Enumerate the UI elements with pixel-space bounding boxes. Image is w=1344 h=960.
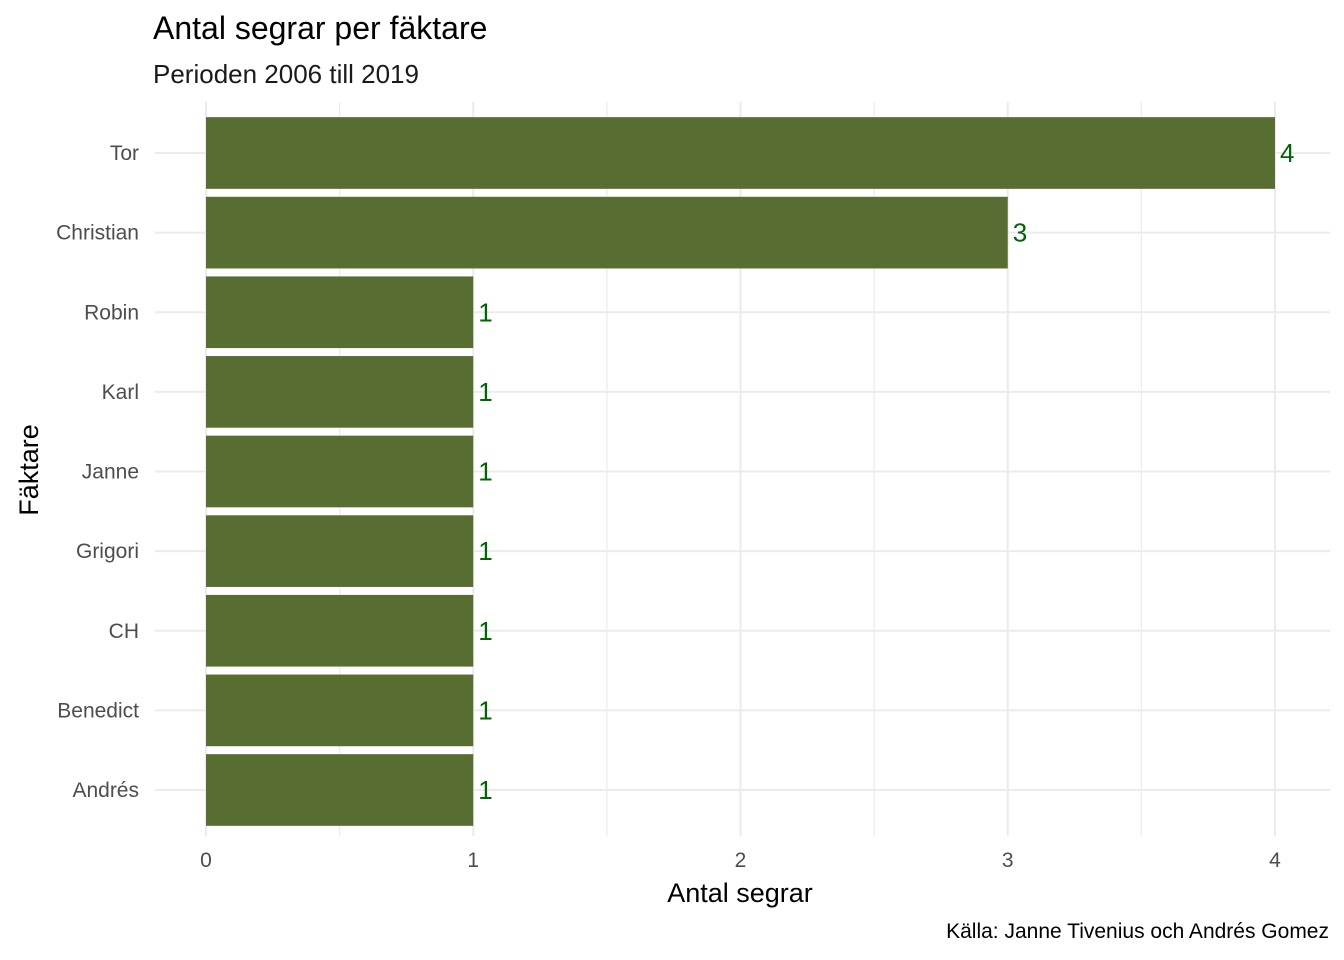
data-label-benedict: 1: [478, 695, 492, 725]
data-label-grigori: 1: [478, 536, 492, 566]
data-label-karl: 1: [478, 377, 492, 407]
y-axis-title: Fäktare: [14, 424, 44, 516]
x-tick-label: 3: [1002, 849, 1014, 872]
x-tick-label: 2: [735, 849, 747, 872]
chart-subtitle: Perioden 2006 till 2019: [153, 59, 419, 89]
bar-karl: [206, 356, 474, 428]
x-tick-label: 4: [1269, 849, 1281, 872]
data-label-andrés: 1: [478, 775, 492, 805]
bar-tor: [206, 117, 1275, 189]
y-tick-label: Robin: [84, 301, 139, 324]
bar-benedict: [206, 674, 474, 747]
data-label-janne: 1: [478, 457, 492, 487]
x-axis-title: Antal segrar: [667, 878, 813, 908]
data-label-ch: 1: [478, 616, 492, 646]
y-tick-label: Grigori: [76, 540, 139, 563]
bar-layer: [206, 117, 1275, 826]
y-tick-label: Andrés: [72, 779, 139, 802]
data-label-tor: 4: [1280, 138, 1294, 168]
x-tick-label: 1: [467, 849, 479, 872]
chart-title: Antal segrar per fäktare: [153, 10, 488, 46]
y-tick-label: Karl: [102, 381, 139, 404]
bar-christian: [206, 196, 1008, 269]
chart-caption: Källa: Janne Tivenius och Andrés Gomez: [946, 920, 1329, 943]
y-tick-label: Janne: [82, 461, 139, 484]
bar-andrés: [206, 754, 474, 826]
y-tick-label: Christian: [56, 222, 139, 245]
y-tick-label: Tor: [110, 142, 139, 165]
bar-grigori: [206, 515, 474, 587]
x-tick-label: 0: [200, 849, 212, 872]
data-label-christian: 3: [1013, 218, 1027, 248]
bar-robin: [206, 276, 474, 349]
tick-layer: Tor Christian Robin Karl Janne Grigori CH Bened…: [56, 142, 1281, 872]
bar-ch: [206, 594, 474, 667]
y-tick-label: CH: [109, 620, 139, 643]
data-label-layer: 4 3 1 1 1 1 1 1 1: [478, 138, 1294, 805]
data-label-robin: 1: [478, 297, 492, 327]
bar-janne: [206, 435, 474, 508]
y-tick-label: Benedict: [57, 699, 139, 722]
